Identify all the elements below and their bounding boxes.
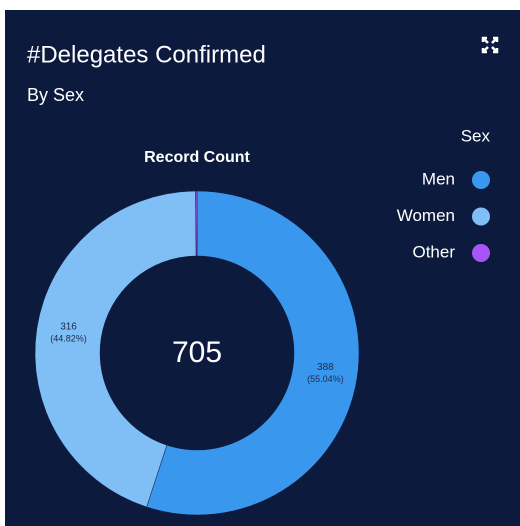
widget-subtitle: By Sex bbox=[27, 85, 84, 105]
legend-label: Other bbox=[412, 242, 455, 261]
legend-swatch bbox=[472, 207, 490, 226]
value-label: 316 bbox=[60, 322, 77, 333]
donut-slice bbox=[195, 190, 198, 257]
legend-label: Women bbox=[397, 206, 455, 225]
donut-slice bbox=[146, 190, 360, 516]
chart-label: Record Count bbox=[144, 149, 250, 166]
donut-slice bbox=[34, 190, 197, 508]
value-label: 388 bbox=[317, 362, 334, 373]
total: 705 bbox=[172, 336, 222, 369]
widget-title: #Delegates Confirmed bbox=[27, 41, 266, 68]
percent-label: (44.82%) bbox=[50, 333, 87, 343]
legend-label: Men bbox=[422, 169, 455, 188]
legend-title: Sex bbox=[461, 126, 491, 145]
percent-label: (55.04%) bbox=[307, 374, 344, 384]
legend-swatch bbox=[472, 244, 490, 262]
legend-swatch bbox=[472, 171, 490, 189]
expand-icon[interactable] bbox=[481, 36, 499, 54]
